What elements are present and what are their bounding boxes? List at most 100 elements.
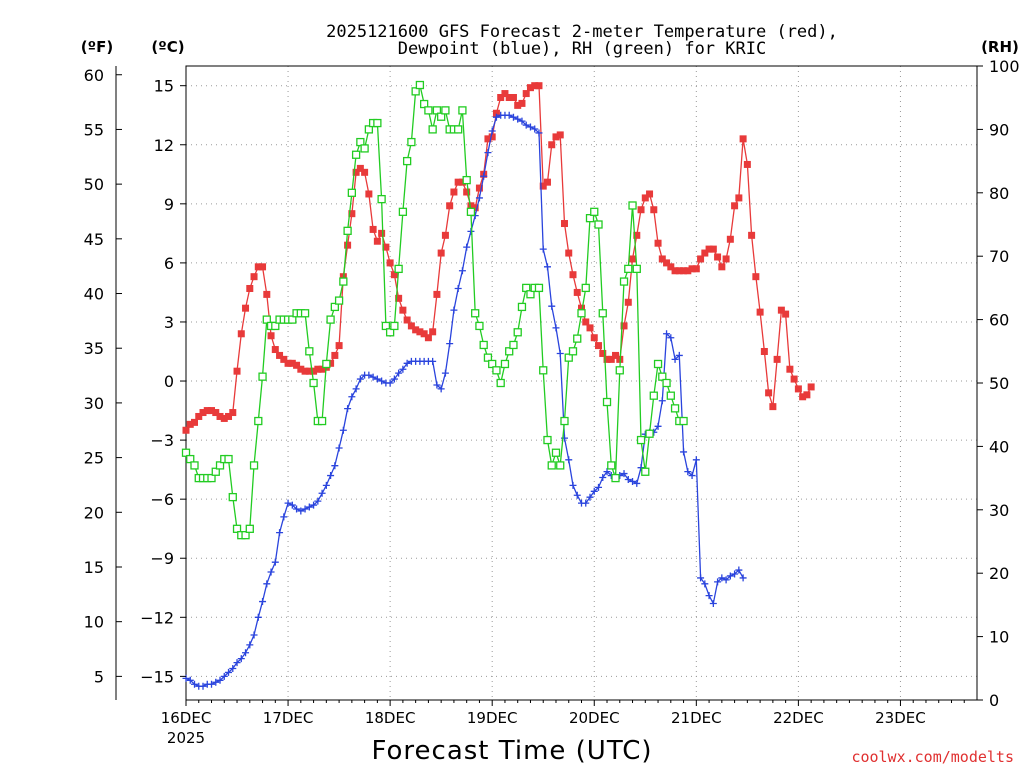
temperature-point-marker xyxy=(560,220,568,228)
rh-point-marker xyxy=(249,461,259,470)
tick-label-rh: 90 xyxy=(989,120,1009,139)
year-label: 2025 xyxy=(167,729,205,747)
temperature-point-marker xyxy=(658,255,666,263)
dewpoint-point-marker xyxy=(395,369,403,377)
temperature-point-marker xyxy=(497,94,505,102)
rh-point-marker xyxy=(632,264,641,274)
temperature-point-marker xyxy=(191,418,199,426)
dewpoint-point-marker xyxy=(697,574,705,582)
tick-label-fahrenheit: 50 xyxy=(84,175,104,194)
dewpoint-point-marker xyxy=(454,284,462,292)
dewpoint-point-marker xyxy=(484,149,492,157)
tick-label-rh: 70 xyxy=(989,247,1009,266)
tick-label-x: 18DEC xyxy=(365,709,416,727)
temperature-point-marker xyxy=(799,393,807,401)
temperature-point-marker xyxy=(582,318,590,326)
dewpoint-point-marker xyxy=(378,377,386,385)
rh-point-marker xyxy=(347,188,357,197)
rh-point-marker xyxy=(305,347,314,356)
rh-point-marker xyxy=(466,207,476,216)
dewpoint-point-marker xyxy=(663,330,671,338)
tick-label-rh: 40 xyxy=(989,437,1009,456)
rh-point-marker xyxy=(483,353,493,362)
dewpoint-point-marker xyxy=(718,574,726,582)
temperature-point-marker xyxy=(293,361,301,369)
dewpoint-point-marker xyxy=(233,659,241,667)
rh-point-marker xyxy=(590,207,599,216)
credit-link[interactable]: coolwx.com/modelts xyxy=(851,748,1014,766)
temperature-point-marker xyxy=(514,101,522,109)
tick-label-x: 16DEC xyxy=(161,709,212,727)
dewpoint-point-marker xyxy=(658,397,666,405)
temperature-point-marker xyxy=(254,263,262,271)
dewpoint-point-marker xyxy=(446,340,454,348)
rh-point-marker xyxy=(526,290,535,299)
dewpoint-point-marker xyxy=(399,365,407,373)
rh-point-marker xyxy=(458,106,467,115)
rh-point-marker xyxy=(390,321,399,331)
temperature-point-marker xyxy=(633,231,641,239)
rh-point-marker xyxy=(611,473,620,483)
tick-label-x: 23DEC xyxy=(875,709,926,727)
dewpoint-point-marker xyxy=(293,505,301,513)
dewpoint-point-marker xyxy=(688,472,696,480)
dewpoint-point-marker xyxy=(191,680,199,688)
temperature-point-marker xyxy=(731,202,739,210)
rh-point-marker xyxy=(641,467,650,476)
temperature-point-marker xyxy=(531,82,539,90)
dewpoint-point-marker xyxy=(314,497,322,505)
rh-point-marker xyxy=(437,112,446,121)
rh-point-marker xyxy=(577,309,586,318)
dewpoint-point-marker xyxy=(220,672,228,680)
temperature-point-marker xyxy=(743,160,751,168)
dewpoint-point-marker xyxy=(531,125,539,133)
rh-point-marker xyxy=(415,80,425,90)
temperature-point-marker xyxy=(756,308,764,316)
temperature-point-marker xyxy=(242,304,250,312)
dewpoint-point-marker xyxy=(692,456,700,464)
temperature-point-marker xyxy=(667,263,675,271)
temperature-point-marker xyxy=(446,202,454,210)
dewpoint-point-marker xyxy=(467,227,475,235)
rh-point-marker xyxy=(488,359,497,369)
dewpoint-point-marker xyxy=(714,578,722,586)
dewpoint-point-marker xyxy=(488,127,496,135)
rh-point-marker xyxy=(615,366,624,375)
tick-label-celsius: 9 xyxy=(164,195,174,214)
tick-label-fahrenheit: 30 xyxy=(84,394,104,413)
temperature-point-marker xyxy=(225,412,233,420)
temperature-point-marker xyxy=(769,403,777,411)
rh-point-marker xyxy=(505,347,514,356)
temperature-point-marker xyxy=(807,383,815,391)
temperature-point-marker xyxy=(395,294,403,302)
temperature-point-marker xyxy=(794,385,802,393)
dewpoint-point-marker xyxy=(480,172,488,180)
rh-point-marker xyxy=(547,461,556,470)
rh-point-marker xyxy=(607,461,616,470)
rh-point-marker xyxy=(624,264,633,274)
rh-point-marker xyxy=(628,201,637,210)
tick-label-fahrenheit: 45 xyxy=(84,230,104,249)
temperature-point-marker xyxy=(777,306,785,314)
temperature-point-marker xyxy=(586,324,594,332)
dewpoint-point-marker xyxy=(726,572,734,580)
rh-point-marker xyxy=(211,467,220,476)
tick-label-fahrenheit: 25 xyxy=(84,449,104,468)
temperature-point-marker xyxy=(654,239,662,247)
temperature-point-marker xyxy=(195,412,203,420)
tick-label-rh: 60 xyxy=(989,311,1009,330)
rh-point-marker xyxy=(300,309,310,318)
rh-point-marker xyxy=(241,531,250,540)
unit-label-celsius: (ºC) xyxy=(151,38,184,56)
dewpoint-point-marker xyxy=(514,115,522,123)
rh-point-marker xyxy=(322,359,331,369)
temperature-point-marker xyxy=(803,391,811,399)
rh-point-marker xyxy=(602,397,612,407)
x-axis-title: Forecast Time (UTC) xyxy=(371,736,652,766)
dewpoint-point-marker xyxy=(267,568,275,576)
temperature-point-marker xyxy=(382,243,390,251)
rh-point-marker xyxy=(186,454,195,464)
temperature-point-marker xyxy=(237,330,245,338)
temperature-point-marker xyxy=(484,135,492,143)
dewpoint-point-marker xyxy=(429,357,437,365)
